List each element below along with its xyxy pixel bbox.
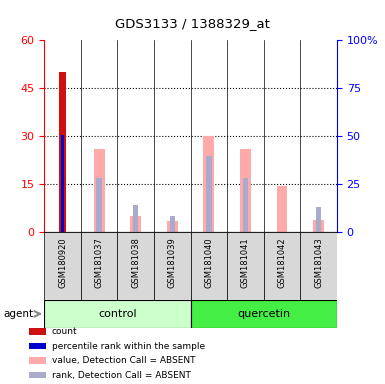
Bar <box>96 178 102 232</box>
Text: rank, Detection Call = ABSENT: rank, Detection Call = ABSENT <box>52 371 191 380</box>
Bar <box>243 178 248 232</box>
Bar <box>240 149 251 232</box>
Text: GSM181043: GSM181043 <box>314 237 323 288</box>
Text: agent: agent <box>4 309 34 319</box>
Bar <box>191 300 337 328</box>
Bar <box>313 220 324 232</box>
Text: GSM181037: GSM181037 <box>95 237 104 288</box>
Text: percentile rank within the sample: percentile rank within the sample <box>52 342 205 351</box>
Text: GSM181038: GSM181038 <box>131 237 140 288</box>
Text: GSM181039: GSM181039 <box>168 237 177 288</box>
Bar <box>133 205 139 232</box>
Bar <box>29 343 46 349</box>
Bar <box>276 186 288 232</box>
Text: control: control <box>98 309 137 319</box>
Bar <box>44 300 191 328</box>
Bar <box>167 221 178 232</box>
Bar <box>61 135 64 232</box>
Text: quercetin: quercetin <box>237 309 290 319</box>
Bar <box>44 232 81 300</box>
Bar <box>227 232 264 300</box>
Bar <box>191 232 227 300</box>
Text: GSM181040: GSM181040 <box>204 237 213 288</box>
Bar <box>316 207 321 232</box>
Bar <box>29 328 46 335</box>
Bar <box>206 156 212 232</box>
Bar <box>203 136 214 232</box>
Text: GSM180920: GSM180920 <box>58 237 67 288</box>
Text: count: count <box>52 327 78 336</box>
Bar <box>59 72 66 232</box>
Text: GDS3133 / 1388329_at: GDS3133 / 1388329_at <box>115 17 270 30</box>
Bar <box>117 232 154 300</box>
Bar <box>154 232 191 300</box>
Text: value, Detection Call = ABSENT: value, Detection Call = ABSENT <box>52 356 196 365</box>
Bar <box>94 149 105 232</box>
Bar <box>29 372 46 379</box>
Text: GSM181041: GSM181041 <box>241 237 250 288</box>
Bar <box>169 216 175 232</box>
Bar <box>81 232 117 300</box>
Bar <box>264 232 300 300</box>
Text: GSM181042: GSM181042 <box>278 237 286 288</box>
Bar <box>300 232 337 300</box>
Bar <box>29 357 46 364</box>
Bar <box>130 216 141 232</box>
